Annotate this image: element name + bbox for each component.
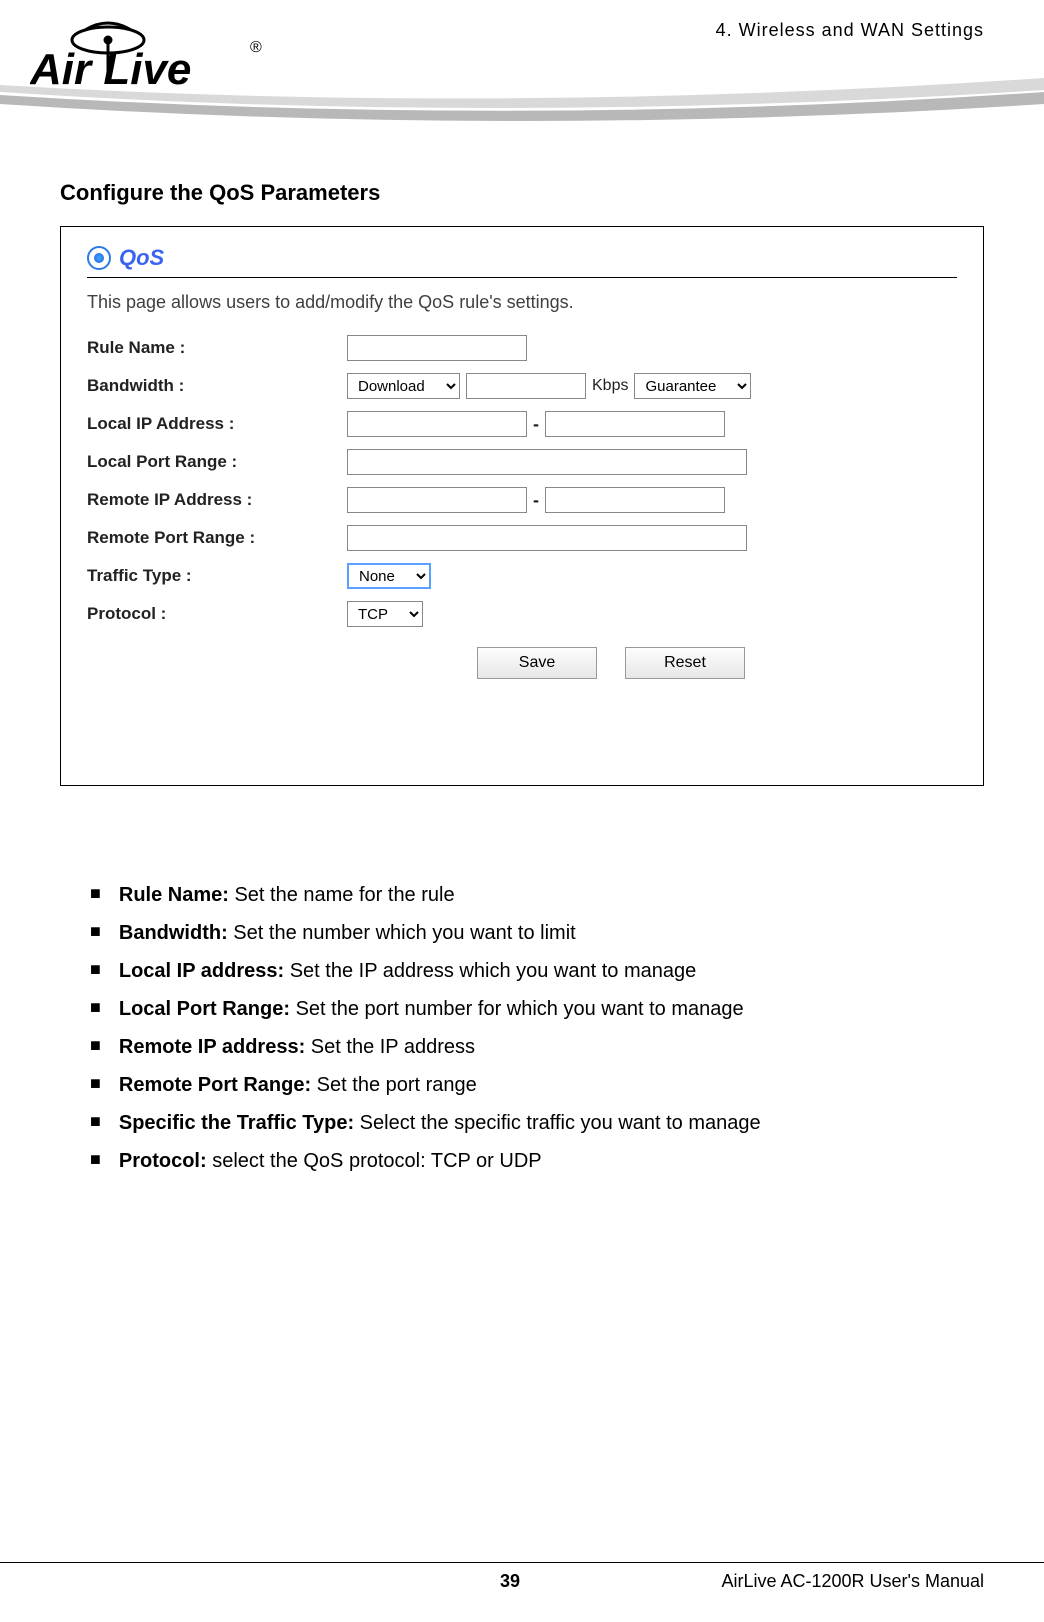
list-item: Protocol: select the QoS protocol: TCP o… [90, 1142, 984, 1180]
list-item: Local IP address: Set the IP address whi… [90, 952, 984, 990]
input-bandwidth-value[interactable] [466, 373, 586, 399]
list-item: Specific the Traffic Type: Select the sp… [90, 1104, 984, 1142]
panel-title-row: QoS [87, 245, 957, 278]
svg-text:®: ® [250, 39, 262, 56]
list-item: Local Port Range: Set the port number fo… [90, 990, 984, 1028]
parameter-descriptions: Rule Name: Set the name for the rule Ban… [90, 876, 984, 1180]
select-bandwidth-direction[interactable]: Download [347, 373, 460, 399]
page-footer: 39 AirLive AC-1200R User's Manual [0, 1562, 1044, 1592]
row-remote-ip: Remote IP Address : - [87, 487, 957, 513]
input-rule-name[interactable] [347, 335, 527, 361]
label-protocol: Protocol : [87, 604, 347, 624]
row-local-ip: Local IP Address : - [87, 411, 957, 437]
label-rule-name: Rule Name : [87, 338, 347, 358]
row-remote-port: Remote Port Range : [87, 525, 957, 551]
unit-kbps: Kbps [592, 377, 628, 395]
dash-icon: - [533, 414, 539, 435]
list-item: Remote IP address: Set the IP address [90, 1028, 984, 1066]
row-local-port: Local Port Range : [87, 449, 957, 475]
label-remote-port: Remote Port Range : [87, 528, 347, 548]
input-local-ip-from[interactable] [347, 411, 527, 437]
page-number: 39 [500, 1571, 520, 1592]
section-title: Configure the QoS Parameters [60, 180, 984, 206]
manual-page: Air Live ® 4. Wireless and WAN Settings … [0, 0, 1044, 1622]
manual-title: AirLive AC-1200R User's Manual [721, 1571, 984, 1592]
chapter-heading: 4. Wireless and WAN Settings [716, 20, 984, 41]
label-traffic-type: Traffic Type : [87, 566, 347, 586]
header-swoosh [0, 70, 1044, 130]
input-remote-ip-to[interactable] [545, 487, 725, 513]
label-remote-ip: Remote IP Address : [87, 490, 347, 510]
row-protocol: Protocol : TCP [87, 601, 957, 627]
input-remote-port[interactable] [347, 525, 747, 551]
select-traffic-type[interactable]: None [347, 563, 431, 589]
row-rule-name: Rule Name : [87, 335, 957, 361]
input-remote-ip-from[interactable] [347, 487, 527, 513]
list-item: Remote Port Range: Set the port range [90, 1066, 984, 1104]
row-traffic-type: Traffic Type : None [87, 563, 957, 589]
label-local-ip: Local IP Address : [87, 414, 347, 434]
button-row: Save Reset [87, 647, 957, 679]
list-item: Bandwidth: Set the number which you want… [90, 914, 984, 952]
panel-title: QoS [119, 245, 164, 271]
panel-description: This page allows users to add/modify the… [87, 292, 957, 313]
dash-icon: - [533, 490, 539, 511]
select-protocol[interactable]: TCP [347, 601, 423, 627]
reset-button[interactable]: Reset [625, 647, 745, 679]
target-icon [87, 246, 111, 270]
row-bandwidth: Bandwidth : Download Kbps Guarantee [87, 373, 957, 399]
list-item: Rule Name: Set the name for the rule [90, 876, 984, 914]
input-local-port[interactable] [347, 449, 747, 475]
qos-config-panel: QoS This page allows users to add/modify… [60, 226, 984, 786]
save-button[interactable]: Save [477, 647, 597, 679]
input-local-ip-to[interactable] [545, 411, 725, 437]
label-local-port: Local Port Range : [87, 452, 347, 472]
select-bandwidth-mode[interactable]: Guarantee [634, 373, 751, 399]
label-bandwidth: Bandwidth : [87, 376, 347, 396]
